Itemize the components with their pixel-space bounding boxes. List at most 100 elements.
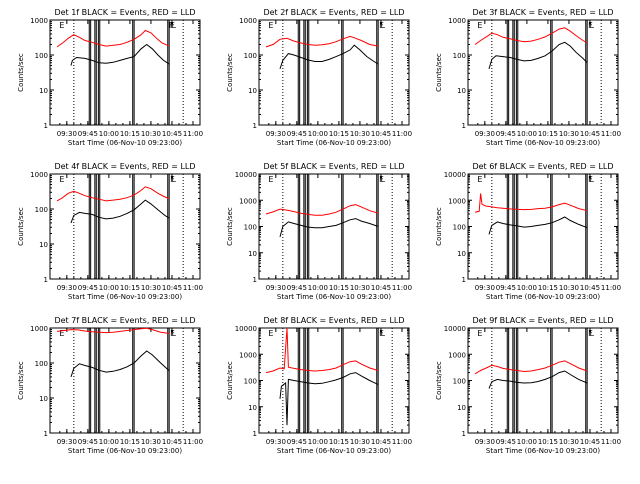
x-tick-label: 10:30 [141, 130, 161, 138]
events-series-line [488, 370, 588, 389]
y-tick-label: 1 [44, 430, 48, 438]
y-tick-label: 1000 [448, 197, 466, 205]
lld-series-line [474, 360, 588, 375]
interval-marker-label: L [381, 21, 386, 30]
panel-4: Det 4f BLACK = Events, RED = LLD 1 10 100 10… [17, 162, 203, 301]
x-tick-label: 10:00 [517, 130, 537, 138]
interval-marker-label: L [590, 175, 595, 184]
y-tick-label: 1000 [239, 17, 257, 25]
y-tick-label: 10 [457, 404, 466, 412]
panel-title: Det 3f BLACK = Events, RED = LLD [472, 8, 613, 17]
y-tick-label: 1000 [239, 351, 257, 359]
panel-title: Det 1f BLACK = Events, RED = LLD [54, 8, 195, 17]
x-tick-label: 09:30 [475, 284, 495, 292]
y-tick-label: 10000 [444, 325, 466, 333]
x-tick-label: 10:45 [580, 438, 600, 446]
y-axis-label: Counts/sec [226, 207, 234, 246]
interval-marker-label: F [379, 329, 384, 338]
lld-series-line [265, 327, 379, 374]
x-tick-label: 10:15 [538, 130, 558, 138]
y-axis-label: Counts/sec [17, 207, 25, 246]
interval-marker-label: E [268, 21, 273, 30]
panel-8: Det 8f BLACK = Events, RED = LLD 1 10 100 10… [226, 316, 412, 455]
x-tick-label: 09:30 [266, 284, 286, 292]
x-tick-label: 10:15 [120, 284, 140, 292]
y-axis-label: Counts/sec [17, 53, 25, 92]
y-axis-label: Counts/sec [226, 53, 234, 92]
interval-marker-label: E [268, 175, 273, 184]
interval-marker-label: F [170, 21, 175, 30]
y-tick-label: 100 [244, 224, 257, 232]
y-axis-label: Counts/sec [435, 53, 443, 92]
x-tick-label: 10:00 [308, 130, 328, 138]
x-tick-label: 10:15 [538, 438, 558, 446]
x-tick-label: 09:45 [496, 130, 516, 138]
x-tick-label: 09:30 [57, 284, 77, 292]
lld-series-line [56, 186, 170, 202]
y-tick-label: 1 [253, 430, 257, 438]
y-tick-label: 1 [44, 276, 48, 284]
y-tick-label: 10000 [444, 171, 466, 179]
x-tick-label: 09:45 [78, 438, 98, 446]
x-tick-label: 09:30 [475, 438, 495, 446]
panel-9: Det 9f BLACK = Events, RED = LLD 1 10 100 10… [435, 316, 621, 455]
x-tick-label: 11:00 [183, 130, 203, 138]
interval-marker-label: L [381, 329, 386, 338]
y-tick-label: 10 [39, 87, 48, 95]
y-tick-label: 1000 [239, 197, 257, 205]
y-tick-label: 10 [457, 87, 466, 95]
interval-marker-label: F [588, 175, 593, 184]
x-tick-label: 10:00 [308, 284, 328, 292]
plot-frame [49, 19, 201, 126]
interval-marker-label: F [588, 21, 593, 30]
x-axis-label: Start Time (06-Nov-10 09:23:00) [277, 447, 391, 455]
events-series-line [70, 199, 170, 224]
y-tick-label: 10000 [235, 171, 257, 179]
x-tick-label: 10:45 [371, 438, 391, 446]
interval-marker-label: E [268, 329, 273, 338]
x-tick-label: 10:45 [580, 284, 600, 292]
x-tick-label: 09:30 [57, 438, 77, 446]
panel-title: Det 5f BLACK = Events, RED = LLD [263, 162, 404, 171]
y-tick-label: 1 [44, 122, 48, 130]
x-axis-label: Start Time (06-Nov-10 09:23:00) [68, 139, 182, 147]
x-axis-label: Start Time (06-Nov-10 09:23:00) [486, 139, 600, 147]
plot-frame [49, 173, 201, 280]
panel-title: Det 2f BLACK = Events, RED = LLD [263, 8, 404, 17]
x-tick-label: 09:45 [287, 284, 307, 292]
x-tick-label: 10:15 [329, 284, 349, 292]
panel-1: Det 1f BLACK = Events, RED = LLD 1 10 100 10… [17, 8, 203, 147]
interval-marker-label: E [477, 21, 482, 30]
x-tick-label: 10:15 [329, 130, 349, 138]
x-tick-label: 10:45 [371, 130, 391, 138]
panel-title: Det 8f BLACK = Events, RED = LLD [263, 316, 404, 325]
events-series-line [70, 350, 170, 378]
x-tick-label: 10:15 [120, 130, 140, 138]
x-tick-label: 10:00 [308, 438, 328, 446]
y-tick-label: 1 [462, 430, 466, 438]
interval-marker-label: E [59, 329, 64, 338]
y-tick-label: 1000 [30, 325, 48, 333]
x-tick-label: 10:30 [350, 284, 370, 292]
x-tick-label: 10:45 [162, 438, 182, 446]
plot-frame [467, 173, 619, 280]
x-tick-label: 10:45 [580, 130, 600, 138]
interval-marker-label: L [381, 175, 386, 184]
x-axis-label: Start Time (06-Nov-10 09:23:00) [68, 293, 182, 301]
x-tick-label: 10:00 [99, 438, 119, 446]
y-tick-label: 100 [453, 224, 466, 232]
x-tick-label: 10:15 [538, 284, 558, 292]
x-axis-label: Start Time (06-Nov-10 09:23:00) [277, 139, 391, 147]
x-tick-label: 11:00 [392, 284, 412, 292]
x-tick-label: 11:00 [601, 130, 621, 138]
x-tick-label: 09:30 [266, 130, 286, 138]
panel-title: Det 6f BLACK = Events, RED = LLD [472, 162, 613, 171]
y-tick-label: 100 [453, 378, 466, 386]
y-tick-label: 10000 [235, 325, 257, 333]
x-tick-label: 09:45 [287, 438, 307, 446]
x-axis-label: Start Time (06-Nov-10 09:23:00) [486, 447, 600, 455]
x-tick-label: 10:45 [162, 284, 182, 292]
x-tick-label: 10:30 [559, 284, 579, 292]
y-tick-label: 1 [462, 122, 466, 130]
